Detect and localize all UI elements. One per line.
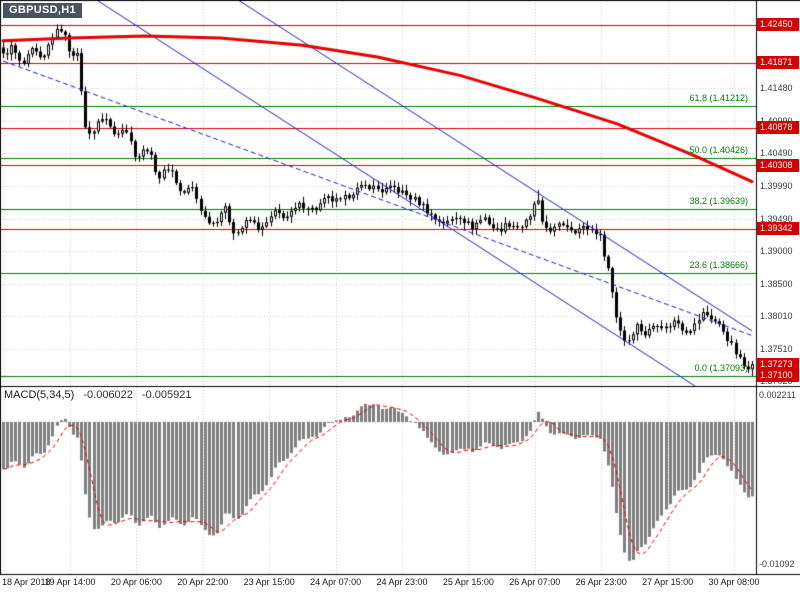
macd-signal-value: -0.005921 bbox=[141, 389, 192, 401]
price-tick-label: 1.38500 bbox=[760, 278, 793, 289]
macd-axis-min-label: -0.01092 bbox=[759, 559, 795, 569]
macd-indicator-label: MACD(5,34,5) -0.006022 -0.005921 bbox=[4, 389, 192, 401]
time-axis-label: 23 Apr 15:00 bbox=[243, 577, 295, 587]
fib-labels-layer: 61.8 (1.41212) 50.0 (1.40426) 38.2 (1.3963… bbox=[689, 93, 748, 373]
macd-name-label: MACD(5,34,5) bbox=[4, 389, 75, 401]
macd-axis-max-label: 0.002211 bbox=[759, 390, 796, 400]
time-axis-label: 24 Apr 07:00 bbox=[310, 577, 362, 587]
price-badge: 1.37100 bbox=[757, 369, 799, 382]
time-axis-label: 30 Apr 08:00 bbox=[708, 577, 760, 587]
fib-level-label: 61.8 (1.41212) bbox=[689, 93, 748, 104]
price-tick-label: 1.39990 bbox=[760, 181, 793, 192]
symbol-timeframe-label: GBPUSD,H1 bbox=[3, 3, 82, 18]
price-tick-label: 1.39490 bbox=[760, 213, 793, 224]
time-axis-label: 27 Apr 15:00 bbox=[642, 577, 694, 587]
time-axis-label: 25 Apr 15:00 bbox=[442, 577, 494, 587]
fib-level-label: 50.0 (1.40426) bbox=[689, 144, 748, 155]
time-axis-label: 26 Apr 23:00 bbox=[575, 577, 627, 587]
price-badge: 1.40878 bbox=[757, 121, 799, 135]
price-tick-label: 1.41480 bbox=[760, 83, 793, 94]
time-axis-label: 20 Apr 22:00 bbox=[177, 577, 229, 587]
time-axis-label: 18 Apr 2018 bbox=[2, 577, 51, 587]
fib-level-label: 23.6 (1.38666) bbox=[689, 259, 748, 270]
price-tick-label: 1.39000 bbox=[760, 245, 793, 256]
current-price-badge: 1.37273 bbox=[757, 357, 799, 371]
price-badge: 1.41871 bbox=[757, 56, 799, 70]
time-axis-label: 20 Apr 06:00 bbox=[110, 577, 162, 587]
price-badge: 1.42450 bbox=[757, 18, 799, 32]
time-axis-label: 19 Apr 14:00 bbox=[44, 577, 96, 587]
price-tick-label: 1.40490 bbox=[760, 148, 793, 159]
time-axis[interactable]: 18 Apr 2018 19 Apr 14:00 20 Apr 06:00 20 Ap… bbox=[0, 575, 800, 600]
macd-main-value: -0.006022 bbox=[83, 389, 133, 401]
price-axis[interactable]: 1.41480 1.40990 1.40490 1.39990 1.39490 1.390… bbox=[0, 0, 800, 574]
price-tick-label: 1.40990 bbox=[760, 116, 793, 126]
time-axis-label: 26 Apr 07:00 bbox=[509, 577, 561, 587]
fib-level-label: 38.2 (1.39639) bbox=[689, 196, 748, 207]
price-tick-label: 1.38010 bbox=[760, 310, 793, 321]
time-axis-label: 24 Apr 23:00 bbox=[376, 577, 428, 587]
price-badge: 1.40308 bbox=[757, 158, 799, 172]
price-badge: 1.39342 bbox=[757, 222, 799, 236]
fib-level-label: 0.0 (1.37093) bbox=[694, 362, 748, 373]
price-tick-label: 1.37510 bbox=[760, 343, 793, 354]
